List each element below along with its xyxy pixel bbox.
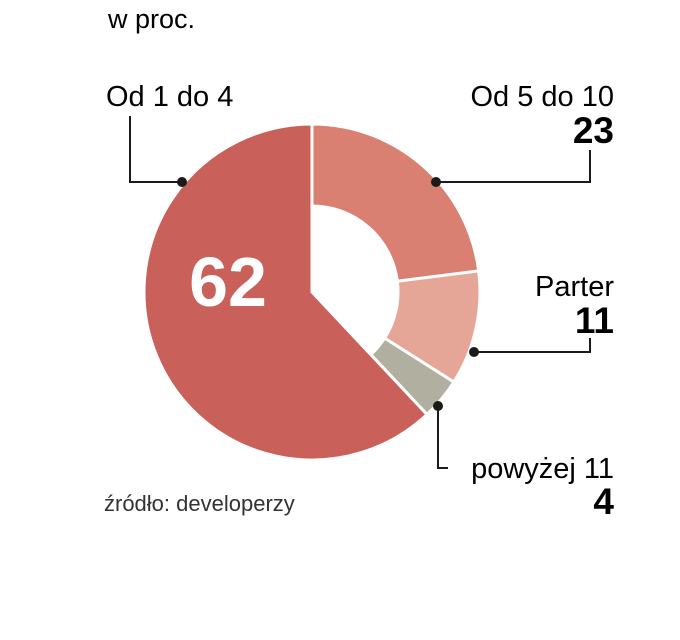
leader-dot-powyzej-11 [433,401,443,411]
slice-od-1-do-4 [142,122,429,462]
value-label-parter: 11 [575,300,614,341]
leader-line-powyzej-11 [437,406,448,469]
value-label-od-1-do-4-inner: 62 [189,243,267,321]
leader-line-od-1-do-4 [129,116,182,183]
leader-dot-parter [469,347,479,357]
slice-od-5-do-10 [310,122,481,283]
leader-dot-od-5-do-10 [431,177,441,187]
label-od-1-do-4: Od 1 do 4 [106,81,233,113]
source-note: źródło: developerzy [104,491,295,516]
label-powyzej-11: powyżej 11 [471,453,614,485]
label-od-5-do-10: Od 5 do 10 [471,81,615,113]
value-label-od-5-do-10: 23 [573,110,614,151]
leader-line-od-5-do-10 [436,150,591,183]
leader-line-parter [474,338,591,353]
leader-dot-od-1-do-4 [177,177,187,187]
chart-subtitle: w proc. [107,4,195,34]
slices-group [142,122,482,462]
value-label-powyzej-11: 4 [593,481,614,522]
label-parter: Parter [535,271,614,303]
